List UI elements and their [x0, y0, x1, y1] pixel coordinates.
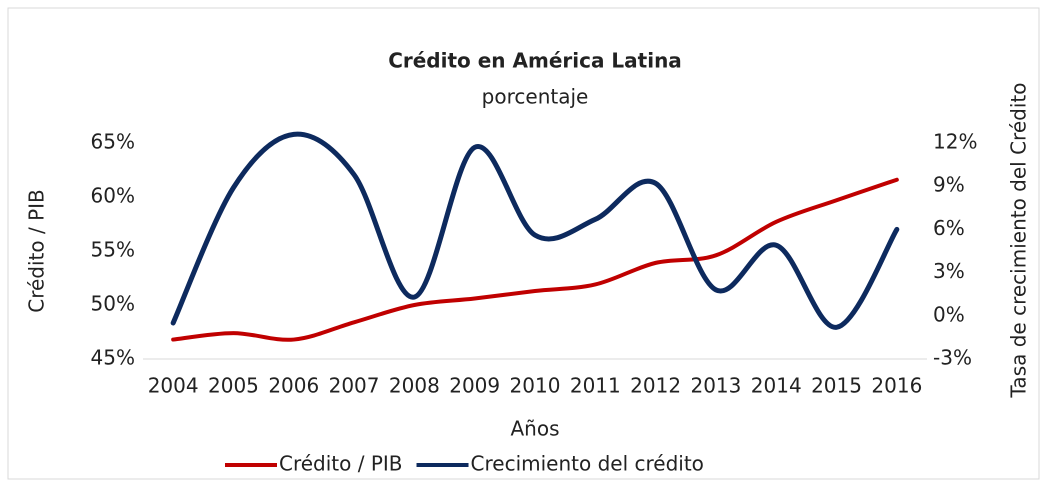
x-tick-label: 2008 — [389, 374, 440, 398]
legend-label: Crecimiento del crédito — [471, 452, 704, 476]
y2-tick-label: 6% — [933, 216, 965, 240]
x-tick-label: 2013 — [690, 374, 741, 398]
x-tick-label: 2005 — [208, 374, 259, 398]
x-tick-label: 2010 — [510, 374, 561, 398]
y2-tick-label: 3% — [933, 259, 965, 283]
y2-tick-label: -3% — [933, 346, 972, 370]
x-tick-label: 2011 — [570, 374, 621, 398]
x-tick-label: 2007 — [329, 374, 380, 398]
chart-frame — [7, 7, 1040, 480]
series-line — [171, 177, 899, 342]
chart-subtitle: porcentaje — [482, 85, 589, 109]
y-tick-label: 45% — [91, 346, 135, 370]
y2-tick-label: 0% — [933, 302, 965, 326]
y-tick-label: 55% — [91, 238, 135, 262]
chart-title: Crédito en América Latina — [388, 49, 682, 73]
x-tick-label: 2009 — [449, 374, 500, 398]
x-tick-label: 2014 — [751, 374, 802, 398]
y2-axis-label: Tasa de crecimiento del Crédito — [1007, 83, 1031, 399]
y-tick-label: 65% — [91, 130, 135, 154]
legend-label: Crédito / PIB — [279, 452, 403, 476]
y2-tick-label: 12% — [933, 130, 977, 154]
x-axis-label: Años — [510, 417, 559, 441]
x-tick-label: 2015 — [811, 374, 862, 398]
y2-tick-label: 9% — [933, 173, 965, 197]
series-line — [170, 131, 900, 330]
y-tick-label: 50% — [91, 292, 135, 316]
x-tick-label: 2016 — [871, 374, 922, 398]
y-axis-label: Crédito / PIB — [25, 189, 49, 313]
x-tick-label: 2012 — [630, 374, 681, 398]
y-tick-label: 60% — [91, 184, 135, 208]
x-tick-label: 2006 — [268, 374, 319, 398]
x-tick-label: 2004 — [148, 374, 199, 398]
